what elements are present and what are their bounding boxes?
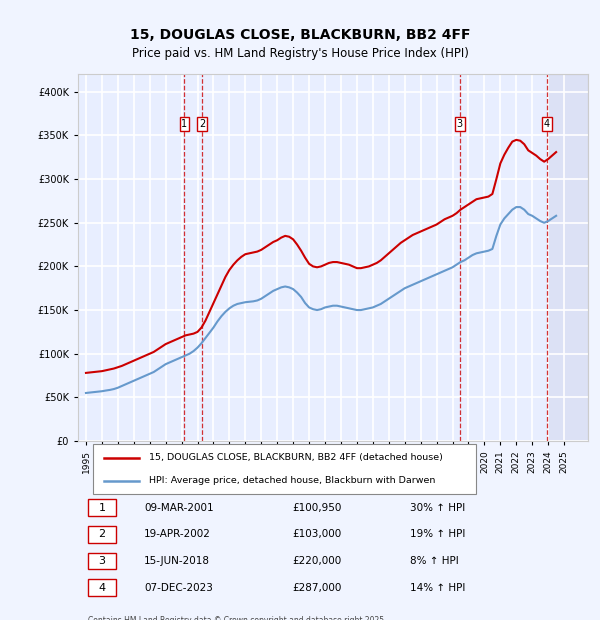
Text: Contains HM Land Registry data © Crown copyright and database right 2025.
This d: Contains HM Land Registry data © Crown c… — [88, 616, 387, 620]
Text: 2: 2 — [98, 529, 106, 539]
Text: £100,950: £100,950 — [292, 503, 341, 513]
Text: 09-MAR-2001: 09-MAR-2001 — [145, 503, 214, 513]
Text: 07-DEC-2023: 07-DEC-2023 — [145, 583, 213, 593]
Text: 1: 1 — [181, 119, 188, 129]
Text: £103,000: £103,000 — [292, 529, 341, 539]
Text: 1: 1 — [98, 503, 106, 513]
FancyBboxPatch shape — [88, 499, 116, 516]
Text: 3: 3 — [457, 119, 463, 129]
Text: Price paid vs. HM Land Registry's House Price Index (HPI): Price paid vs. HM Land Registry's House … — [131, 46, 469, 60]
Text: 2: 2 — [199, 119, 205, 129]
Text: 15-JUN-2018: 15-JUN-2018 — [145, 556, 211, 566]
Bar — [547, 74, 588, 441]
Text: 19% ↑ HPI: 19% ↑ HPI — [409, 529, 465, 539]
FancyBboxPatch shape — [88, 579, 116, 596]
Text: 15, DOUGLAS CLOSE, BLACKBURN, BB2 4FF (detached house): 15, DOUGLAS CLOSE, BLACKBURN, BB2 4FF (d… — [149, 453, 443, 462]
Text: £287,000: £287,000 — [292, 583, 341, 593]
FancyBboxPatch shape — [88, 526, 116, 542]
Text: 19-APR-2002: 19-APR-2002 — [145, 529, 211, 539]
Text: 8% ↑ HPI: 8% ↑ HPI — [409, 556, 458, 566]
Text: HPI: Average price, detached house, Blackburn with Darwen: HPI: Average price, detached house, Blac… — [149, 476, 436, 485]
Text: 4: 4 — [98, 583, 106, 593]
FancyBboxPatch shape — [88, 552, 116, 569]
Text: 3: 3 — [98, 556, 106, 566]
Text: 15, DOUGLAS CLOSE, BLACKBURN, BB2 4FF: 15, DOUGLAS CLOSE, BLACKBURN, BB2 4FF — [130, 28, 470, 42]
Text: 4: 4 — [544, 119, 550, 129]
Text: 14% ↑ HPI: 14% ↑ HPI — [409, 583, 465, 593]
FancyBboxPatch shape — [94, 445, 476, 494]
Text: £220,000: £220,000 — [292, 556, 341, 566]
Text: 30% ↑ HPI: 30% ↑ HPI — [409, 503, 465, 513]
